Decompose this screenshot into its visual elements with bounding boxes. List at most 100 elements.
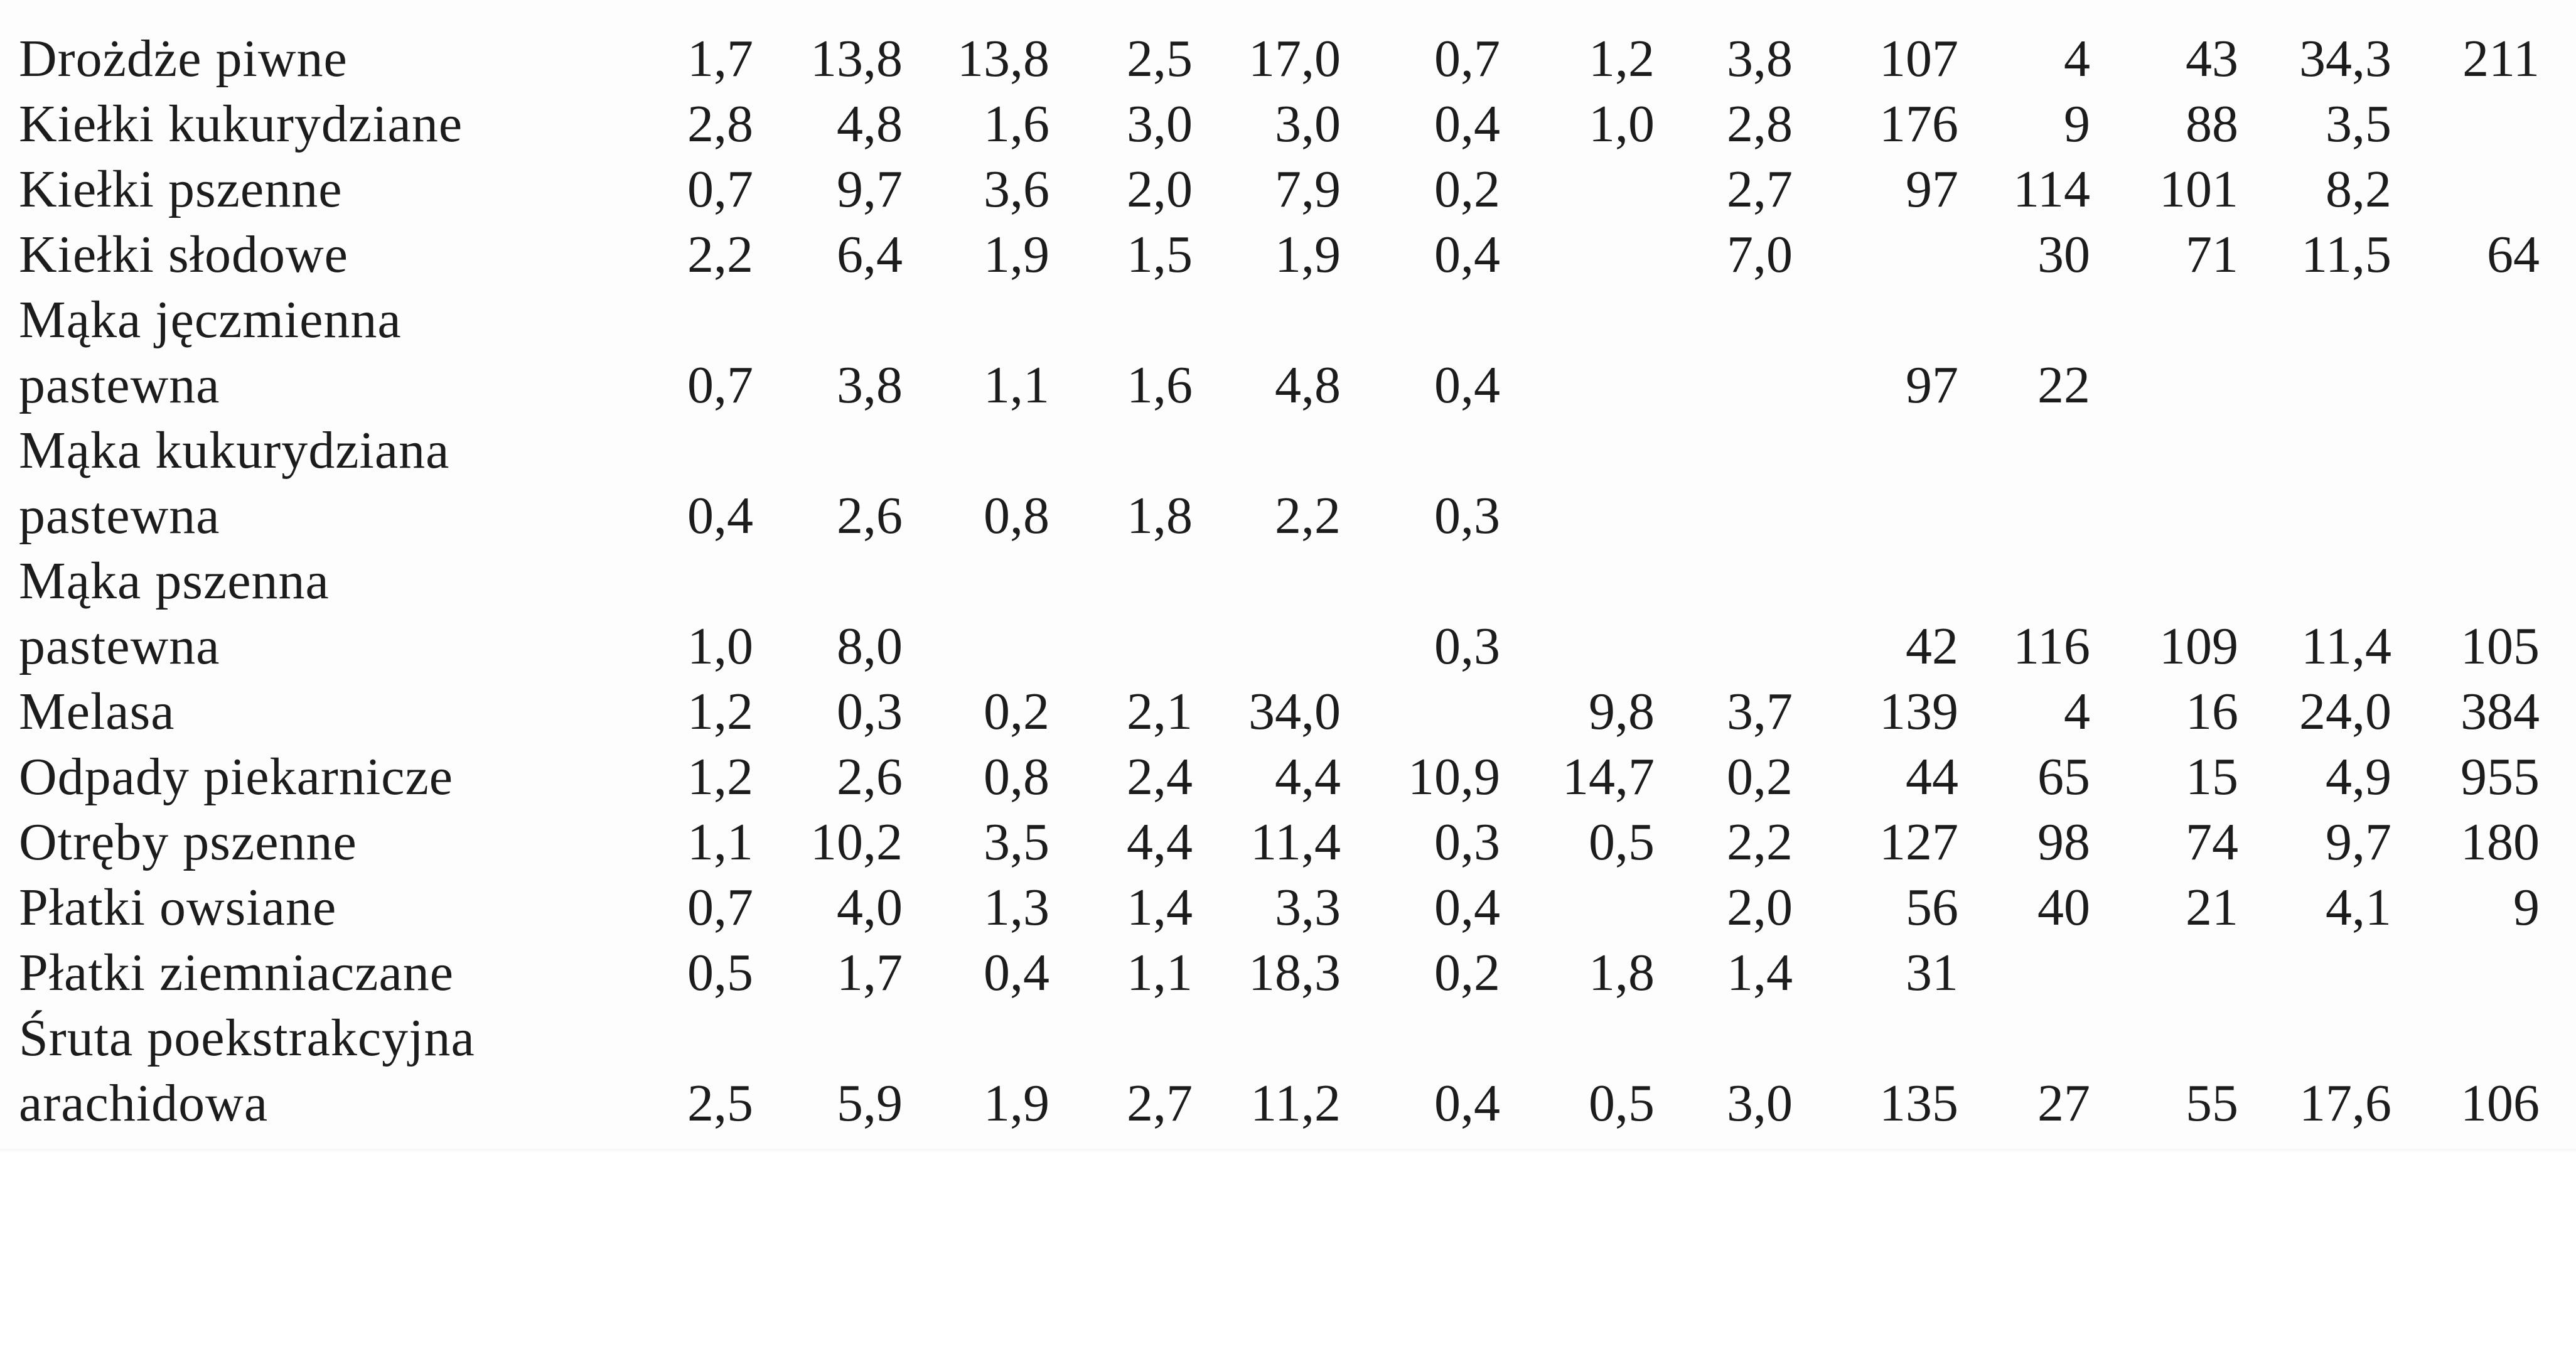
table-cell: 7,9 — [1275, 160, 1341, 218]
table-cell: 2,0 — [1127, 160, 1193, 218]
table-cell: 0,5 — [1589, 1074, 1655, 1132]
row-label: Odpady piekarnicze — [19, 748, 454, 806]
table-cell: 9,7 — [837, 160, 903, 218]
table-cell: 5,9 — [837, 1074, 903, 1132]
table-row: Płatki ziemniaczane 0,5 1,7 0,4 1,1 18,3 0,2 1,… — [0, 940, 2576, 1006]
nutrient-table: Drożdże piwne 1,7 13,8 13,8 2,5 17,0 0,7 1,2 3,8… — [0, 30, 2576, 1132]
table-cell: 0,8 — [984, 748, 1049, 806]
table-cell: 88 — [2186, 95, 2238, 153]
table-row: Kiełki pszenne 0,7 9,7 3,6 2,0 7,9 0,2 2,7 97 114… — [0, 157, 2576, 222]
table-cell: 1,2 — [687, 748, 753, 806]
row-label: Kiełki słodowe — [19, 225, 348, 284]
table-cell: 1,0 — [1589, 95, 1655, 153]
table-row: pastewna 0,7 3,8 1,1 1,6 4,8 0,4 97 22 — [0, 353, 2576, 418]
table-cell: 1,9 — [984, 1074, 1049, 1132]
table-cell: 42 — [1906, 617, 1958, 675]
row-label: Mąka kukurydziana — [19, 421, 450, 480]
table-row: Melasa 1,2 0,3 0,2 2,1 34,0 9,8 3,7 139 4 16 24,0 38… — [0, 679, 2576, 745]
row-label: Kiełki pszenne — [19, 160, 343, 218]
table-cell: 2,8 — [1727, 95, 1793, 153]
table-cell: 3,8 — [1727, 30, 1793, 88]
table-cell: 2,5 — [687, 1074, 753, 1132]
table-cell: 106 — [2461, 1074, 2540, 1132]
table-cell: 3,3 — [1275, 878, 1341, 937]
row-label: Drożdże piwne — [19, 30, 348, 88]
row-label: Śruta poekstrakcyjna — [19, 1009, 475, 1067]
table-cell: 6,4 — [837, 225, 903, 284]
table-cell: 1,9 — [1275, 225, 1341, 284]
table-row: Mąka jęczmienna — [0, 288, 2576, 353]
table-cell: 17,6 — [2299, 1074, 2391, 1132]
table-row: Płatki owsiane 0,7 4,0 1,3 1,4 3,3 0,4 2,0 56 40 2… — [0, 875, 2576, 940]
table-cell: 10,2 — [810, 813, 903, 871]
table-cell: 3,0 — [1127, 95, 1193, 153]
table-row: Mąka pszenna — [0, 549, 2576, 614]
table-cell: 71 — [2186, 225, 2238, 284]
table-cell: 2,4 — [1127, 748, 1193, 806]
table-cell: 16 — [2186, 682, 2238, 741]
table-row: Odpady piekarnicze 1,2 2,6 0,8 2,4 4,4 10,9 14,… — [0, 745, 2576, 810]
table-cell: 4,8 — [1275, 356, 1341, 414]
table-cell: 0,5 — [687, 944, 753, 1002]
table-cell: 0,3 — [1434, 487, 1500, 545]
table-cell: 139 — [1879, 682, 1958, 741]
table-cell: 1,3 — [984, 878, 1049, 937]
table-cell: 34,3 — [2299, 30, 2391, 88]
table-cell: 3,7 — [1727, 682, 1793, 741]
table-cell: 2,7 — [1727, 160, 1793, 218]
row-label: Kiełki kukurydziane — [19, 95, 463, 153]
table-cell: 105 — [2461, 617, 2540, 675]
table-cell: 0,2 — [1434, 944, 1500, 1002]
table-cell: 1,7 — [687, 30, 753, 88]
table-cell: 1,6 — [984, 95, 1049, 153]
row-label: Mąka pszenna — [19, 552, 330, 610]
table-cell: 3,5 — [984, 813, 1049, 871]
table-cell: 0,8 — [984, 487, 1049, 545]
table-cell: 0,3 — [1434, 617, 1500, 675]
table-cell: 1,8 — [1589, 944, 1655, 1002]
table-cell: 21 — [2186, 878, 2238, 937]
row-label: Płatki ziemniaczane — [19, 944, 454, 1002]
table-cell: 4,4 — [1275, 748, 1341, 806]
table-cell: 11,4 — [1250, 813, 1341, 871]
table-cell: 1,6 — [1127, 356, 1193, 414]
table-cell: 11,2 — [1250, 1074, 1341, 1132]
table-cell: 1,9 — [984, 225, 1049, 284]
table-cell: 4,0 — [837, 878, 903, 937]
table-cell: 180 — [2461, 813, 2540, 871]
table-cell: 0,4 — [1434, 95, 1500, 153]
table-cell: 74 — [2186, 813, 2238, 871]
table-cell: 1,2 — [687, 682, 753, 741]
table-cell: 0,7 — [687, 878, 753, 937]
page-edge — [0, 1149, 2576, 1153]
row-label: pastewna — [19, 487, 220, 545]
table-cell: 9,7 — [2326, 813, 2391, 871]
table-cell: 1,1 — [687, 813, 753, 871]
table-cell: 11,5 — [2301, 225, 2391, 284]
table-cell: 13,8 — [957, 30, 1049, 88]
table-cell: 56 — [1906, 878, 1958, 937]
table-cell: 116 — [2013, 617, 2090, 675]
table-cell: 65 — [2037, 748, 2090, 806]
table-cell: 14,7 — [1562, 748, 1655, 806]
table-cell: 1,7 — [837, 944, 903, 1002]
table-cell: 0,7 — [687, 160, 753, 218]
table-cell: 135 — [1879, 1074, 1958, 1132]
table-cell: 4,4 — [1127, 813, 1193, 871]
table-cell: 0,2 — [1727, 748, 1793, 806]
table-cell: 4,9 — [2326, 748, 2391, 806]
table-cell: 30 — [2037, 225, 2090, 284]
table-cell: 2,2 — [1727, 813, 1793, 871]
table-cell: 0,4 — [984, 944, 1049, 1002]
table-cell: 0,5 — [1589, 813, 1655, 871]
table-cell: 43 — [2186, 30, 2238, 88]
table-cell: 0,4 — [1434, 1074, 1500, 1132]
table-cell: 0,4 — [1434, 878, 1500, 937]
table-cell: 18,3 — [1248, 944, 1341, 1002]
table-cell: 3,0 — [1275, 95, 1341, 153]
table-cell: 1,8 — [1127, 487, 1193, 545]
table-row: Otręby pszenne 1,1 10,2 3,5 4,4 11,4 0,3 0,5 2,2… — [0, 810, 2576, 875]
table-cell: 97 — [1906, 160, 1958, 218]
table-cell: 9 — [2064, 95, 2090, 153]
table-cell: 44 — [1906, 748, 1958, 806]
